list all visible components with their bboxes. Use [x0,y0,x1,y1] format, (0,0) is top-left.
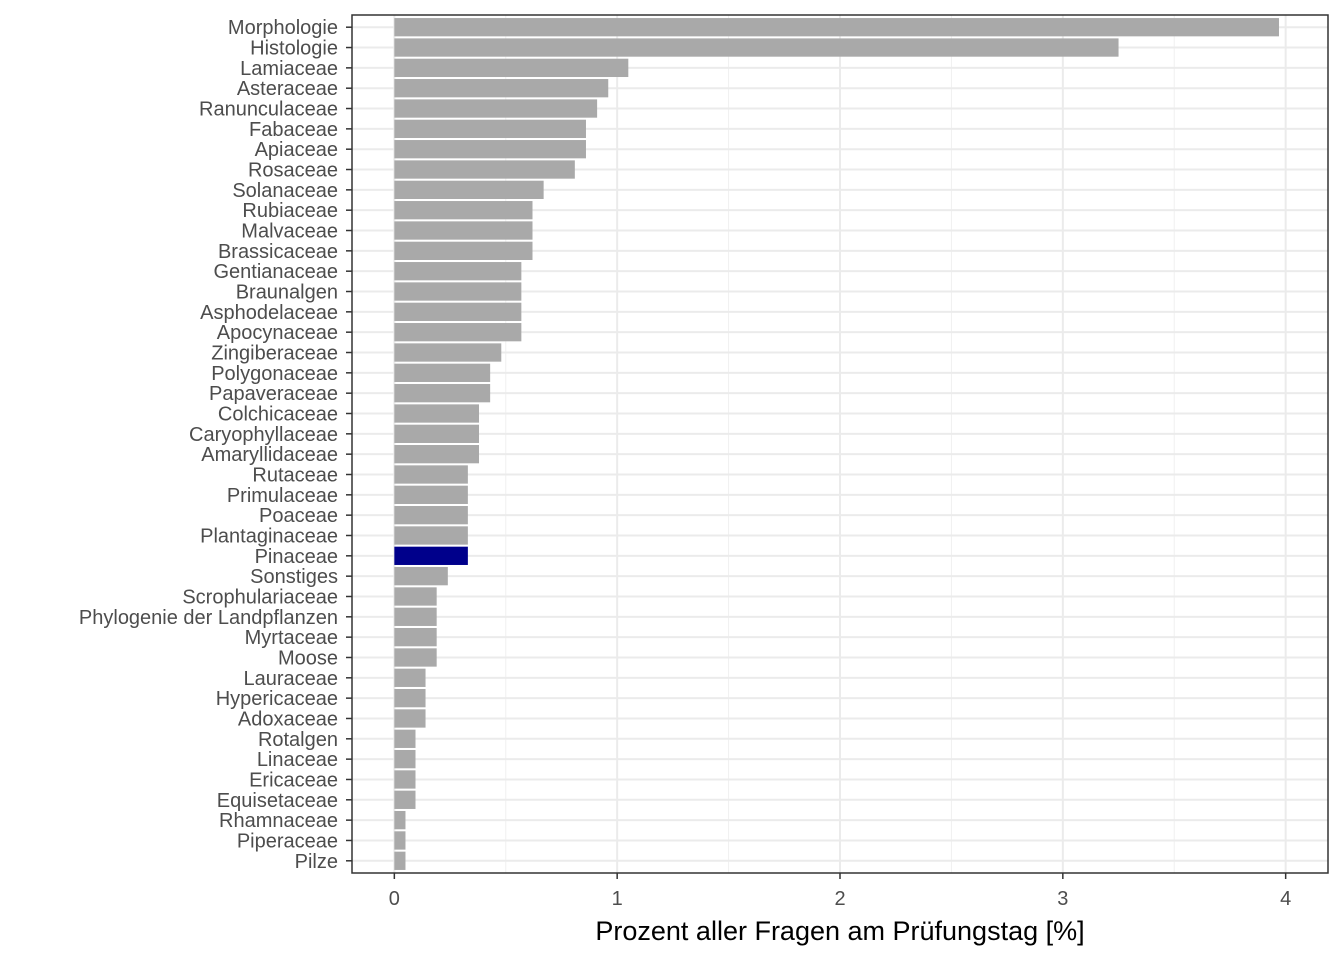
bar [394,587,437,606]
y-tick-label: Braunalgen [236,282,338,304]
bar [394,607,437,626]
y-tick-label: Polygonaceae [211,363,338,385]
y-tick-label: Rotalgen [258,729,338,751]
bar [394,404,480,423]
y-tick-label: Ericaceae [249,769,338,791]
bar [394,526,468,545]
y-tick-label: Gentianaceae [213,261,338,283]
bar [394,302,522,321]
bar [394,363,491,382]
x-tick-label: 0 [389,888,400,910]
y-tick-label: Lamiaceae [240,58,338,80]
y-tick-label: Caryophyllaceae [189,424,338,446]
bar [394,99,598,118]
y-tick-label: Primulaceae [227,485,338,507]
bar [394,38,1119,57]
bar [394,688,426,708]
y-tick-label: Amaryllidaceae [201,444,338,466]
y-tick-label: Rhamnaceae [219,810,338,832]
y-tick-label: Fabaceae [249,119,338,141]
y-tick-label: Hypericaceae [216,688,338,710]
bar [394,18,1279,37]
y-tick-label: Malvaceae [241,221,338,243]
y-tick-label: Moose [278,647,338,669]
y-tick-label: Apiaceae [255,139,338,161]
bar [394,160,575,179]
y-tick-label: Zingiberaceae [211,343,338,365]
y-tick-label: Plantaginaceae [200,525,338,547]
bar [394,323,522,342]
bar [394,282,522,301]
y-tick-label: Rutaceae [252,464,338,486]
bar [394,424,480,443]
y-tick-label: Rubiaceae [242,200,338,222]
bar [394,262,522,281]
bars [394,18,1279,870]
bar [394,729,416,748]
y-axis: MorphologieHistologieLamiaceaeAsteraceae… [79,17,352,873]
bar [394,648,437,667]
y-tick-label: Adoxaceae [238,708,338,730]
bar [394,119,586,139]
y-tick-label: Poaceae [259,505,338,527]
x-axis: 0 1 2 3 4 [389,873,1291,910]
y-tick-label: Asphodelaceae [200,302,338,324]
bar [394,790,416,809]
bar [394,58,629,78]
bar [394,221,533,240]
bar [394,506,468,525]
x-tick-label: 3 [1057,888,1068,910]
bar [394,445,480,464]
bar [394,485,468,504]
y-tick-label: Pilze [295,851,338,873]
y-tick-label: Apocynaceae [217,322,338,344]
y-tick-label: Asteraceae [237,78,338,100]
bar [394,546,468,565]
y-tick-label: Equisetaceae [217,790,338,812]
y-tick-label: Myrtaceae [245,627,338,649]
bar [394,851,406,870]
y-tick-label: Colchicaceae [218,404,338,426]
y-tick-label: Papaveraceae [209,383,338,405]
bar [394,384,491,403]
bar [394,709,426,728]
y-tick-label: Piperaceae [237,830,338,852]
x-tick-label: 4 [1280,888,1291,910]
y-tick-label: Histologie [250,38,338,60]
bar [394,79,609,98]
bar [394,180,544,200]
x-tick-label: 2 [834,888,845,910]
y-tick-label: Phylogenie der Landpflanzen [79,607,338,629]
y-tick-label: Sonstiges [250,566,338,588]
bar [394,770,416,789]
y-tick-label: Scrophulariaceae [182,586,338,608]
bar [394,343,502,362]
y-tick-label: Linaceae [257,749,338,771]
bar [394,831,406,850]
bar [394,810,406,830]
bar [394,241,533,260]
bar [394,465,468,484]
y-tick-label: Lauraceae [243,668,338,690]
bar [394,749,416,769]
y-tick-label: Brassicaceae [218,241,338,263]
bar [394,668,426,687]
x-axis-title: Prozent aller Fragen am Prüfungstag [%] [595,916,1084,946]
bar [394,201,533,220]
y-tick-label: Morphologie [228,17,338,39]
y-tick-label: Solanaceae [232,180,338,202]
y-tick-label: Ranunculaceae [199,99,338,121]
y-tick-label: Rosaceae [248,160,338,182]
x-tick-label: 1 [612,888,623,910]
bar [394,628,437,647]
y-tick-label: Pinaceae [255,546,338,568]
bar [394,567,448,586]
bar [394,140,586,159]
